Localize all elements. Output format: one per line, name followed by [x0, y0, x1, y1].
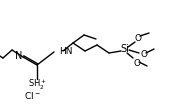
Text: O: O: [134, 34, 141, 43]
Text: Cl$^-$: Cl$^-$: [24, 89, 40, 100]
Text: O: O: [133, 58, 140, 67]
Text: N: N: [15, 51, 23, 61]
Text: SH$_2^+$: SH$_2^+$: [28, 78, 48, 92]
Text: Si: Si: [121, 44, 129, 54]
Text: O: O: [140, 50, 148, 58]
Text: HN: HN: [59, 47, 72, 56]
